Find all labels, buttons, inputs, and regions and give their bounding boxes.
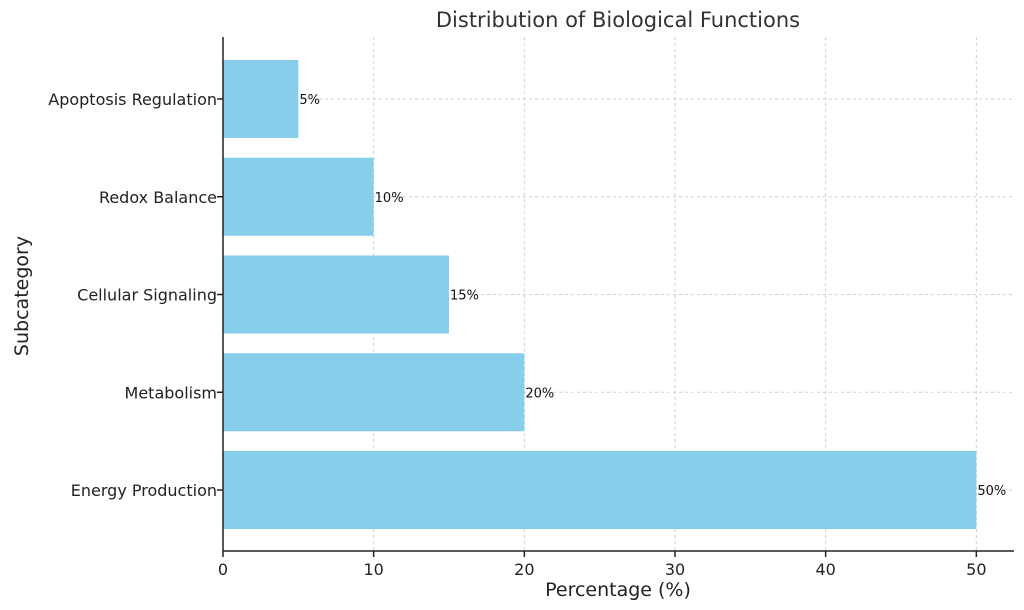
bar: [223, 353, 525, 432]
bar-value-label: 15%: [450, 289, 479, 304]
y-axis-title: Subcategory: [11, 236, 33, 356]
x-tick-label: 50: [966, 560, 986, 579]
bar-value-label: 5%: [299, 93, 320, 108]
x-tick-label: 20: [514, 560, 534, 579]
x-tick-label: 0: [218, 560, 228, 579]
category-label: Energy Production: [71, 481, 217, 500]
x-tick-label: 30: [665, 560, 685, 579]
x-axis-title: Percentage (%): [545, 579, 691, 601]
category-label: Redox Balance: [99, 188, 217, 207]
bar: [223, 255, 449, 334]
bar: [223, 60, 299, 138]
bar-value-label: 20%: [525, 386, 554, 401]
category-label: Apoptosis Regulation: [48, 90, 217, 109]
category-label: Cellular Signaling: [77, 286, 217, 305]
bar-value-label: 10%: [375, 191, 404, 206]
data-labels: 50% 20% 15% 10% 5%: [299, 93, 1006, 499]
ticks: 0 10 20 30 40 50 Energy Production Metabolism Ce…: [48, 90, 986, 579]
bars: [223, 60, 977, 529]
chart-title: Distribution of Biological Functions: [436, 8, 800, 32]
x-tick-label: 40: [815, 560, 835, 579]
bar-value-label: 50%: [977, 484, 1006, 499]
bar: [223, 157, 374, 236]
x-tick-label: 10: [363, 560, 383, 579]
bar: [223, 451, 977, 529]
category-label: Metabolism: [125, 383, 217, 402]
